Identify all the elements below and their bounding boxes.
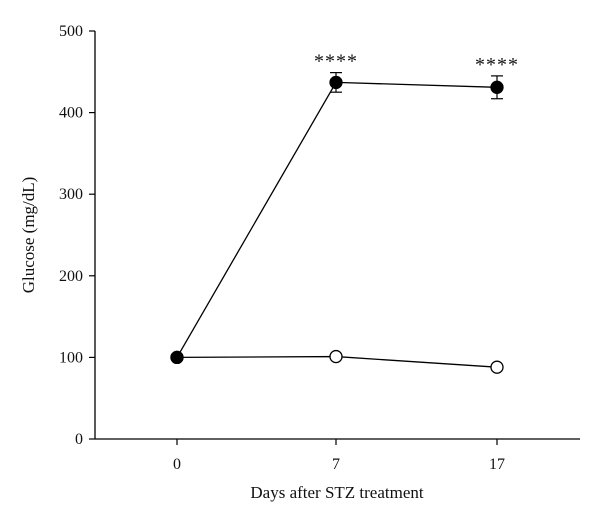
significance-annotation: **** [314,51,358,73]
y-tick-label: 0 [75,431,83,448]
filled-circle-point [329,75,343,90]
y-tick-label: 300 [59,186,83,203]
x-tick-label: 7 [332,456,340,473]
filled-circle-point [490,80,504,94]
open-circle-point [329,349,343,364]
filled-circle-point [170,350,184,365]
y-tick-label: 500 [59,23,83,40]
series-line-0 [176,81,498,358]
open-circle-point [490,360,504,374]
x-axis-title: Days after STZ treatment [250,483,424,502]
significance-annotation: **** [475,54,519,76]
plot-area: 0 100 200 300 400 500 0 7 17 **** **** [59,23,580,473]
y-tick-label: 200 [59,268,83,285]
x-tick-label: 17 [489,456,505,473]
y-tick-label: 100 [59,349,83,366]
y-axis-title: Glucose (mg/dL) [19,177,38,294]
x-tick-label: 0 [173,456,181,473]
y-tick-label: 400 [59,105,83,122]
